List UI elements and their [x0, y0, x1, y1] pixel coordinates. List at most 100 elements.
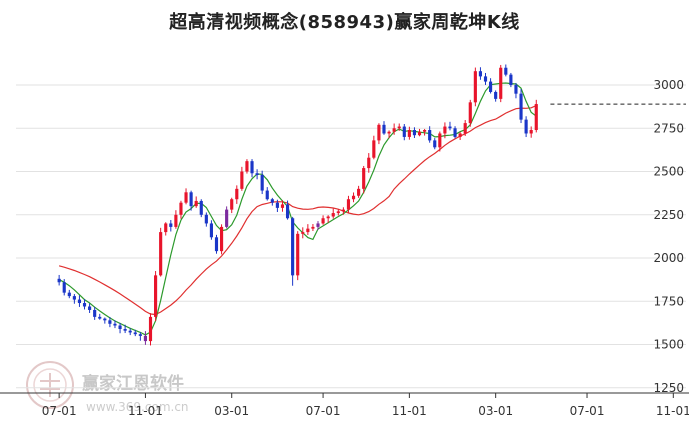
candle-body	[428, 130, 432, 141]
candle-body	[377, 124, 381, 141]
candle-body	[529, 130, 533, 134]
candle-body	[138, 334, 142, 336]
candle-body	[407, 130, 411, 137]
candle-body	[301, 232, 305, 234]
candle-body	[154, 275, 158, 317]
candle-body	[494, 91, 498, 99]
candle-body	[331, 213, 335, 217]
candle-body	[133, 332, 137, 335]
y-tick-label: 3000	[653, 78, 684, 92]
candle-body	[367, 157, 371, 169]
candle-body	[433, 140, 437, 148]
x-tick-label: 11-01	[392, 404, 427, 418]
candle-body	[412, 130, 417, 136]
candle-body	[351, 195, 356, 200]
candle-body	[453, 128, 457, 137]
candle-body	[260, 175, 264, 191]
candle-body	[326, 216, 330, 219]
candle-body	[82, 303, 87, 307]
candle-body	[57, 278, 61, 283]
candle-body	[88, 306, 92, 310]
candle-body	[240, 171, 244, 189]
y-tick-label: 2750	[653, 121, 684, 135]
moving-averages	[58, 82, 537, 336]
candle-body	[316, 223, 320, 227]
x-tick-label: 11-01	[656, 404, 689, 418]
candle-body	[341, 209, 345, 212]
candle-body	[235, 188, 239, 200]
candle-body	[382, 124, 386, 134]
candle-body	[77, 299, 82, 304]
candle-body	[499, 67, 503, 99]
watermark-name: 赢家江恩软件	[82, 373, 184, 394]
chart-title: 超高清视频概念(858943)赢家周乾坤K线	[169, 12, 520, 33]
x-tick-label: 07-01	[306, 404, 341, 418]
candle-body	[402, 126, 406, 137]
candle-body	[72, 296, 76, 300]
candle-body	[275, 202, 279, 208]
x-tick-label: 03-01	[214, 404, 249, 418]
candle-body	[468, 102, 472, 124]
y-tick-label: 1500	[653, 338, 684, 352]
candle-body	[179, 202, 183, 215]
candle-body	[214, 237, 219, 252]
candle-body	[159, 232, 163, 276]
candle-body	[392, 128, 396, 132]
candle-body	[108, 320, 112, 324]
y-tick-label: 2000	[653, 251, 684, 265]
candle-body	[372, 140, 376, 158]
candles	[57, 64, 538, 346]
candle-body	[265, 190, 269, 200]
candle-body	[423, 130, 427, 132]
watermark-logo-icon	[26, 361, 74, 409]
x-tick-label: 07-01	[42, 404, 77, 418]
y-tick-label: 2500	[653, 165, 684, 179]
candle-body	[93, 309, 97, 317]
candle-body	[128, 330, 132, 333]
x-tick-label: 07-01	[570, 404, 605, 418]
candle-body	[473, 71, 477, 103]
candle-body	[336, 211, 340, 214]
candle-body	[189, 192, 193, 207]
x-tick-label: 11-01	[128, 404, 163, 418]
candle-body	[169, 223, 173, 227]
candle-body	[478, 71, 483, 77]
candle-body	[255, 173, 259, 175]
candle-body	[509, 74, 513, 86]
x-tick-label: 03-01	[478, 404, 513, 418]
candle-body	[225, 209, 229, 227]
candle-body	[357, 188, 361, 196]
ma-fast-line	[58, 82, 537, 336]
candle-body	[194, 200, 198, 207]
candle-body	[483, 76, 488, 82]
ma-slow-line	[58, 105, 537, 316]
candle-body	[321, 218, 325, 224]
candle-body	[306, 228, 310, 233]
candle-body	[387, 131, 391, 134]
candle-body	[174, 214, 178, 227]
candle-body	[143, 335, 148, 342]
watermark: 赢家江恩软件 www.369.com.cn	[26, 361, 189, 414]
candle-body	[311, 226, 315, 229]
candle-body	[463, 123, 467, 134]
candle-body	[184, 192, 188, 203]
candle-body	[219, 226, 224, 252]
candle-body	[113, 323, 117, 326]
candle-body	[489, 81, 493, 92]
candle-body	[164, 223, 168, 233]
candle-body	[245, 161, 249, 172]
gridlines	[16, 84, 686, 389]
candle-body	[504, 67, 508, 75]
candle-body	[443, 126, 447, 134]
candle-body	[118, 325, 122, 329]
candle-body	[291, 218, 295, 276]
watermark-url: www.369.com.cn	[86, 400, 189, 414]
candle-body	[438, 133, 442, 148]
candle-body	[448, 126, 452, 129]
candle-body	[67, 292, 71, 297]
candle-body	[204, 214, 208, 224]
candle-body	[209, 223, 213, 238]
candle-body	[346, 199, 351, 210]
candle-body	[362, 168, 366, 189]
